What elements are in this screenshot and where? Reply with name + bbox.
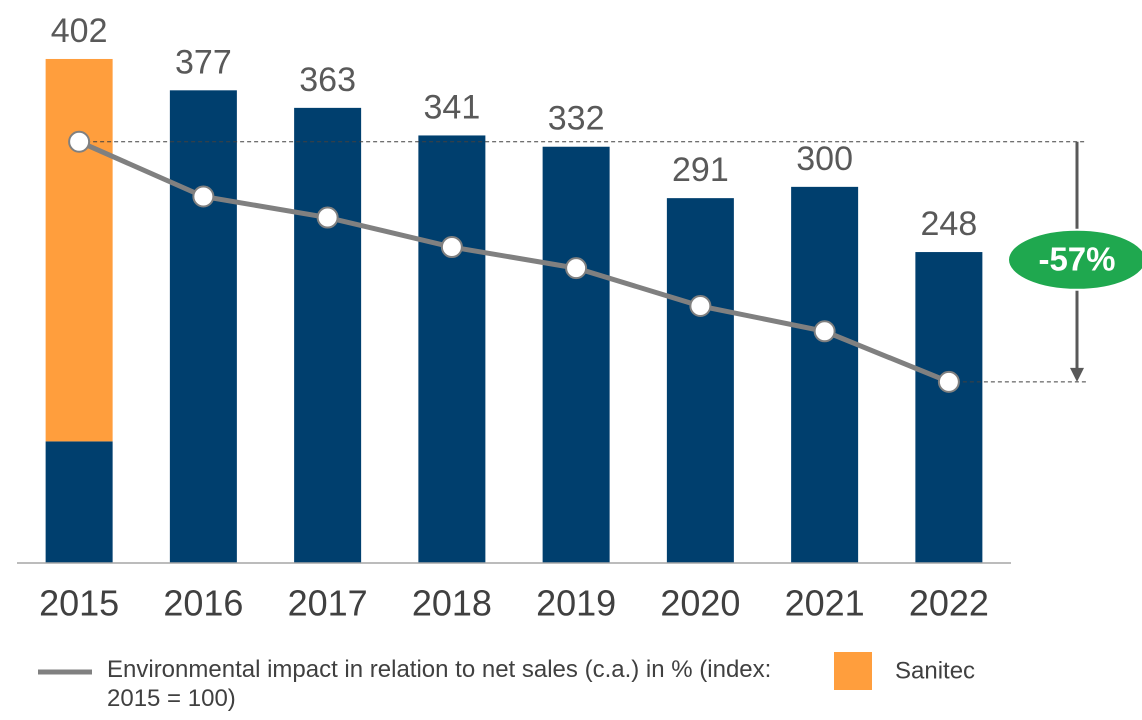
line-point [316, 206, 339, 229]
bar [294, 107, 362, 564]
legend-label: Sanitec [895, 657, 975, 684]
total-label: 248 [921, 205, 978, 243]
x-tick-label: 2018 [412, 583, 492, 624]
annotation: -57% [1038, 241, 1115, 278]
x-tick-label: 2015 [39, 583, 119, 624]
total-label: 363 [299, 61, 356, 99]
bar [169, 90, 237, 563]
bar [418, 135, 486, 563]
total-label: 341 [424, 88, 481, 126]
line-point [440, 236, 463, 259]
line-point [813, 320, 836, 343]
line-point [565, 257, 588, 280]
total-label: 402 [51, 12, 108, 50]
total-label: 300 [796, 140, 853, 178]
annotation-badge [1007, 228, 1142, 291]
bar [542, 146, 610, 564]
x-tick-label: 2017 [288, 583, 368, 624]
x-tick-label: 2020 [660, 583, 740, 624]
legend-label: Environmental impact in relation to net … [107, 656, 772, 712]
legend-swatch [834, 652, 872, 690]
total-label: 377 [175, 43, 232, 81]
line-point [68, 130, 91, 153]
bar [45, 58, 113, 442]
line-point [689, 295, 712, 318]
x-tick-label: 2019 [536, 583, 616, 624]
line-point [192, 185, 215, 208]
line-series [78, 139, 950, 385]
x-tick-label: 2021 [785, 583, 865, 624]
arrow-head [1070, 367, 1084, 382]
bar [45, 441, 113, 563]
x-tick-label: 2022 [909, 583, 989, 624]
bar [915, 252, 983, 563]
total-label: 291 [672, 151, 729, 189]
line-point [937, 370, 960, 393]
x-tick-label: 2016 [163, 583, 243, 624]
bar [666, 198, 734, 564]
bar [791, 186, 859, 563]
total-label: 332 [548, 100, 605, 138]
